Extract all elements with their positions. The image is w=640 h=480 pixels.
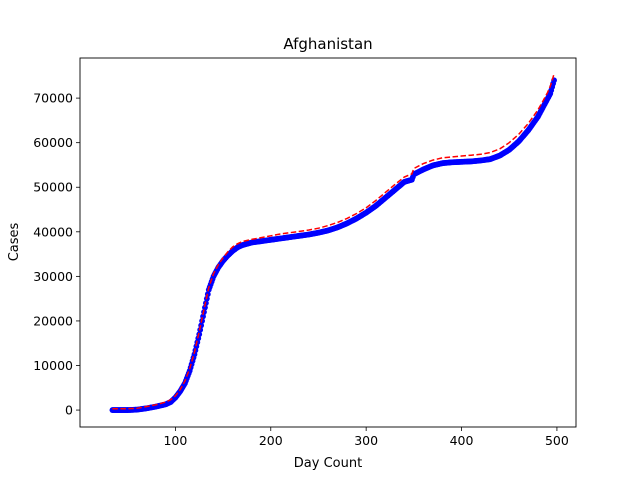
x-tick-label: 400 <box>450 433 474 448</box>
data-point <box>202 304 208 311</box>
chart-title: Afghanistan <box>283 35 372 53</box>
x-tick-label: 300 <box>354 433 378 448</box>
x-tick-label: 500 <box>545 433 569 448</box>
axes-frame <box>79 57 577 428</box>
observed-cases-series <box>109 77 557 413</box>
y-tick-label: 20000 <box>33 313 73 328</box>
x-tick-label: 200 <box>259 433 283 448</box>
y-tick-label: 70000 <box>33 91 73 106</box>
y-tick-label: 40000 <box>33 224 73 239</box>
y-axis-label: Cases <box>7 222 22 261</box>
x-axis-label: Day Count <box>294 456 362 471</box>
plot-area <box>109 73 557 413</box>
y-tick-label: 60000 <box>33 135 73 150</box>
y-tick-label: 10000 <box>33 358 73 373</box>
x-tick-label: 100 <box>163 433 187 448</box>
y-tick-label: 50000 <box>33 180 73 195</box>
axis-ticks: 100 200 300 400 500 0 10000 20000 30000 40000 5000… <box>33 91 569 448</box>
fit-curve-line <box>112 73 555 410</box>
y-tick-label: 30000 <box>33 269 73 284</box>
y-tick-label: 0 <box>65 403 73 418</box>
